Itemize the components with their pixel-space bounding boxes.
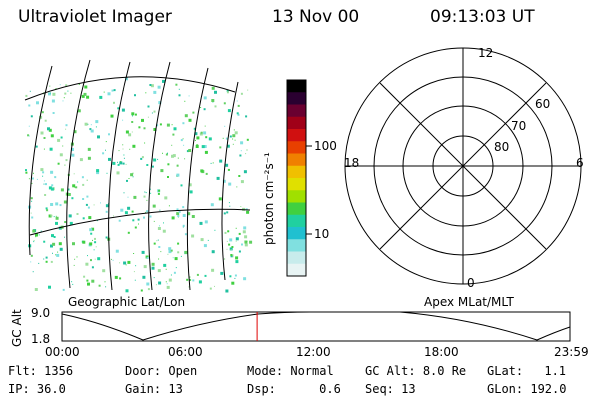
mlt-label-0: 0 bbox=[467, 276, 475, 290]
altitude-ytick-9: 9.0 bbox=[31, 306, 51, 320]
colorbar-segment bbox=[287, 263, 306, 277]
colorbar-segment bbox=[287, 202, 306, 216]
mlt-label-12: 12 bbox=[478, 46, 494, 60]
status-glat: GLat: 1.1 bbox=[487, 364, 567, 378]
apex-panel-label: Apex MLat/MLT bbox=[424, 295, 514, 309]
colorbar-segment bbox=[287, 251, 306, 265]
altitude-xtick-1200: 12:00 bbox=[296, 345, 331, 359]
colorbar bbox=[286, 79, 312, 277]
altitude-ylabel: GC Alt bbox=[10, 309, 24, 347]
status-seq: Seq: 13 bbox=[365, 382, 416, 396]
status-glon: GLon: 192.0 bbox=[487, 382, 567, 396]
colorbar-segment bbox=[287, 80, 306, 93]
colorbar-segment bbox=[287, 129, 306, 142]
altitude-xtick-0000: 00:00 bbox=[45, 345, 80, 359]
colorbar-segment bbox=[287, 116, 306, 130]
altitude-plot bbox=[61, 311, 571, 342]
status-ip: IP: 36.0 bbox=[8, 382, 66, 396]
geographic-grid bbox=[24, 59, 251, 291]
colorbar-segment bbox=[287, 190, 306, 203]
colorbar-tick-10: 10 bbox=[314, 227, 330, 241]
altitude-plot-frame bbox=[61, 311, 571, 342]
colorbar-segment bbox=[287, 165, 306, 179]
colorbar-segment bbox=[287, 178, 306, 191]
status-gcalt: GC Alt: 8.0 Re bbox=[365, 364, 467, 378]
lat-label-60: 60 bbox=[535, 97, 551, 111]
colorbar-tick-100: 100 bbox=[314, 139, 337, 153]
altitude-curve bbox=[61, 311, 571, 341]
time-label: 09:13:03 UT bbox=[430, 7, 535, 27]
colorbar-segment bbox=[287, 227, 306, 240]
altitude-xtick-1800: 18:00 bbox=[424, 345, 459, 359]
colorbar-segment bbox=[287, 141, 306, 154]
geographic-image bbox=[24, 59, 253, 293]
status-flt: Flt: 1356 bbox=[8, 364, 74, 378]
status-mode: Mode: Normal bbox=[247, 364, 334, 378]
status-door: Door: Open bbox=[125, 364, 198, 378]
colorbar-segment bbox=[287, 153, 306, 167]
polar-plot bbox=[344, 47, 582, 285]
colorbar-segment bbox=[287, 92, 306, 105]
instrument-title: Ultraviolet Imager bbox=[18, 7, 172, 27]
colorbar-segment bbox=[287, 214, 306, 228]
status-dsp: Dsp: 0.6 bbox=[247, 382, 341, 396]
mlt-label-6: 6 bbox=[576, 156, 584, 170]
mlt-line-diag-2 bbox=[379, 82, 547, 250]
date-label: 13 Nov 00 bbox=[272, 7, 360, 27]
colorbar-unit-label: photon cm⁻²s⁻¹ bbox=[262, 152, 276, 245]
altitude-xtick-2359: 23:59 bbox=[554, 345, 589, 359]
lat-label-70: 70 bbox=[511, 119, 527, 133]
lat-label-80: 80 bbox=[494, 140, 510, 154]
geographic-panel-label: Geographic Lat/Lon bbox=[68, 295, 186, 309]
uv-emission-speckles bbox=[25, 77, 253, 293]
colorbar-segment bbox=[287, 104, 306, 118]
mlt-label-18: 18 bbox=[344, 156, 360, 170]
altitude-xtick-0600: 06:00 bbox=[168, 345, 203, 359]
status-gain: Gain: 13 bbox=[125, 382, 183, 396]
colorbar-segment bbox=[287, 239, 306, 252]
altitude-ytick-1-8: 1.8 bbox=[31, 332, 51, 346]
